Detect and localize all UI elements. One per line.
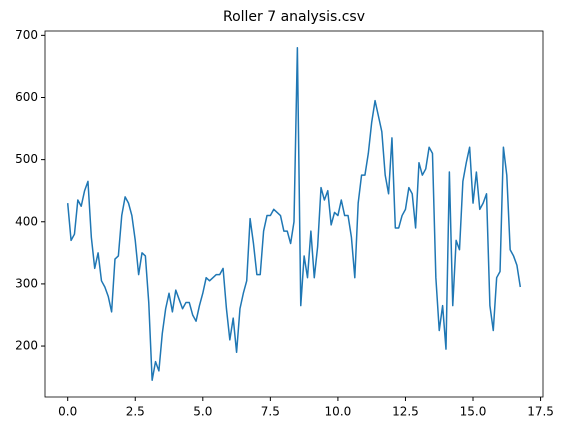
y-tick-label: 200	[15, 339, 38, 353]
y-tick-label: 400	[15, 214, 38, 228]
y-tick-label: 300	[15, 276, 38, 290]
x-tick-label: 15.0	[460, 405, 487, 419]
x-tick-label: 17.5	[527, 405, 554, 419]
x-tick-label: 2.5	[126, 405, 145, 419]
y-tick-label: 700	[15, 28, 38, 42]
chart-title: Roller 7 analysis.csv	[223, 9, 365, 25]
x-tick-label: 7.5	[261, 405, 280, 419]
x-tick-label: 10.0	[325, 405, 352, 419]
x-tick-label: 0.0	[58, 405, 77, 419]
axes-frame	[44, 30, 544, 398]
y-tick-label: 500	[15, 152, 38, 166]
x-tick-label: 5.0	[193, 405, 212, 419]
y-tick-label: 600	[15, 90, 38, 104]
data-line	[66, 47, 522, 381]
x-tick-label: 12.5	[392, 405, 419, 419]
